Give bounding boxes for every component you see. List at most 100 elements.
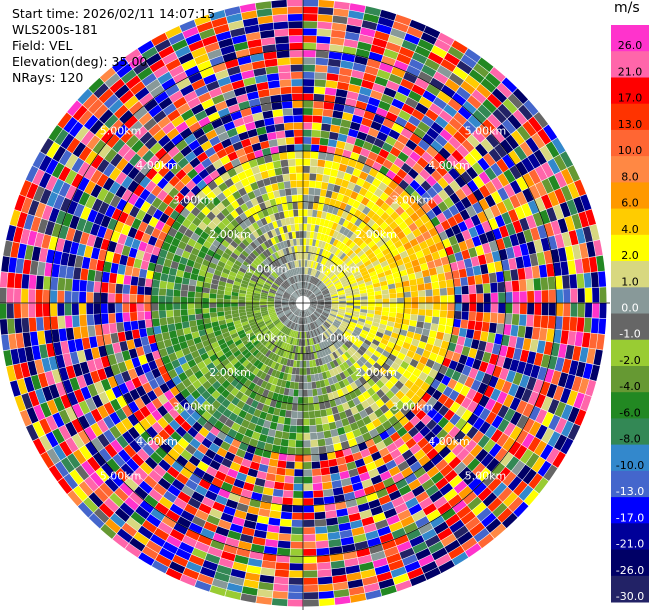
range-gate [316,247,321,255]
range-gate [491,88,507,103]
range-gate [318,225,324,233]
range-gate [496,158,509,173]
range-gate [397,134,409,145]
range-gate [388,180,399,191]
range-gate [356,177,365,187]
range-gate [453,278,461,287]
range-gate [382,159,394,170]
range-gate [393,253,402,262]
range-gate [426,127,439,140]
range-gate [311,285,317,292]
range-gate [370,222,380,232]
range-gate [580,194,592,211]
range-gate [451,149,464,163]
range-gate [328,58,341,67]
range-gate [530,227,541,241]
range-gate [523,229,534,243]
range-gate [499,139,514,154]
range-gate [415,185,427,197]
range-gate [561,231,572,247]
range-gate [409,133,422,145]
range-gate [362,245,370,253]
range-gate [313,195,320,203]
range-gate [303,71,315,79]
range-gate [310,301,317,303]
range-gate [366,219,376,228]
range-gate [323,294,331,298]
range-gate [336,285,343,290]
range-gate [322,267,329,274]
range-gate [431,281,440,290]
range-gate [303,13,318,22]
range-gate [429,77,445,91]
range-gate [309,296,316,300]
range-gate [475,245,485,256]
range-gate [311,217,317,225]
range-gate [344,142,354,152]
range-gate [449,192,461,205]
range-gate [366,209,376,219]
range-gate [465,267,474,277]
range-gate [462,120,477,134]
range-gate [331,161,341,171]
range-gate [448,136,461,150]
range-gate [440,59,456,72]
range-gate [356,131,368,141]
range-gate [454,200,466,213]
range-gate [433,258,443,268]
range-gate [492,108,507,124]
range-gate [308,283,312,290]
range-gate [443,196,455,209]
ppi-gates [0,0,607,607]
range-gate [377,272,386,279]
range-gate [337,133,348,143]
range-gate [364,190,374,200]
range-gate [311,269,316,276]
range-gate [586,241,596,258]
range-gate [507,93,523,109]
range-gate [395,206,405,216]
range-gate [491,129,505,144]
range-gate [422,90,437,103]
range-gate [409,151,421,163]
range-gate [472,109,487,124]
range-gate [314,289,321,295]
range-gate [390,249,400,257]
range-gate [312,239,317,247]
range-gate [306,290,310,297]
range-gate [354,273,362,280]
range-gate [315,291,322,296]
range-gate [350,224,358,233]
range-gate [303,35,317,43]
range-gate [480,78,496,93]
range-gate [357,230,366,239]
range-gate [426,145,438,158]
range-gate [374,76,388,87]
range-gate [305,289,308,297]
range-gate [451,40,468,54]
range-gate [579,242,589,259]
range-gate [316,294,323,298]
range-gate [392,271,401,279]
range-gate [355,193,365,203]
range-gate [398,179,409,190]
range-gate [431,45,447,59]
range-gate [578,211,589,228]
range-gate [378,256,387,264]
range-gate [323,277,330,284]
range-gate [413,145,426,157]
range-gate [447,253,457,264]
range-gate [351,288,360,293]
range-gate [313,288,319,294]
range-gate [382,294,390,299]
range-gate [378,230,387,240]
range-gate [372,37,388,49]
range-gate [317,159,326,168]
range-gate [340,277,348,284]
range-gate [491,250,501,262]
range-gate [324,300,332,302]
range-gate [340,119,352,129]
range-gate [365,284,374,290]
range-gate [381,142,393,153]
